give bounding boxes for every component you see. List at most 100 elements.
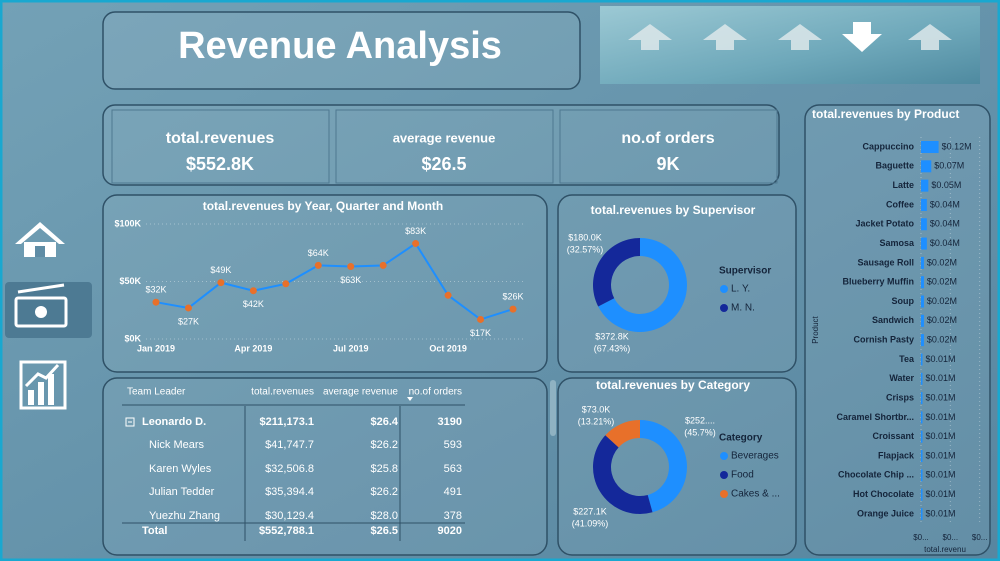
x-axis-label: total.revenu: [924, 545, 966, 554]
y-tick-label: Tea: [899, 354, 915, 364]
chart-title: total.revenues by Category: [596, 378, 750, 392]
legend-label: Beverages: [731, 451, 779, 462]
data-label: $227.1K: [573, 506, 607, 516]
data-label: $0.01M: [925, 508, 955, 518]
data-label: $0.04M: [930, 238, 960, 248]
data-label: $0.07M: [934, 161, 964, 171]
line-marker: [314, 261, 322, 269]
bar: [921, 218, 927, 231]
table-cell: $41,747.7: [265, 439, 314, 451]
header-arrow: [778, 24, 822, 50]
line: [155, 242, 514, 321]
x-tick-label: Apr 2019: [234, 343, 272, 353]
bar: [921, 430, 923, 443]
data-label: $64K: [308, 248, 329, 258]
bar: [921, 295, 924, 308]
donut-slice: [592, 435, 653, 514]
legend-title: Category: [719, 433, 763, 444]
table-cell: $32,506.8: [265, 463, 314, 475]
table-cell: $25.8: [370, 463, 398, 475]
bar: [921, 276, 924, 289]
donut-slice: [598, 238, 687, 332]
data-label-percent: (13.21%): [578, 416, 615, 426]
panel: [102, 104, 780, 186]
data-label: $0.01M: [925, 431, 955, 441]
page-title: Revenue Analysis: [178, 25, 502, 67]
table-header: average revenue: [323, 387, 398, 398]
legend-label: Food: [731, 470, 754, 481]
x-tick-label: Jan 2019: [137, 343, 175, 353]
legend-marker: [720, 452, 728, 460]
table-cell: Julian Tedder: [149, 486, 215, 498]
line-marker: [249, 287, 257, 295]
line-marker: [509, 305, 517, 313]
y-tick-label: Samosa: [879, 238, 915, 248]
line-marker: [217, 279, 225, 287]
table-cell: $28.0: [370, 510, 398, 522]
table-cell: $211,173.1: [260, 416, 314, 428]
bar: [921, 334, 924, 347]
data-label: $32K: [145, 285, 166, 295]
data-label: $0.01M: [925, 489, 955, 499]
x-tick-label: $0...: [943, 533, 959, 542]
data-label: $49K: [210, 265, 231, 275]
x-tick-label: Oct 2019: [429, 343, 467, 353]
table-cell: 491: [444, 486, 462, 498]
table-total: $552,788.1: [259, 525, 314, 537]
nav-report[interactable]: [19, 360, 67, 410]
scrollbar[interactable]: [550, 380, 556, 436]
bar: [921, 508, 923, 520]
nav-revenue[interactable]: [5, 282, 92, 338]
line-marker: [379, 261, 387, 269]
line-marker: [184, 304, 192, 312]
y-tick-label: Sandwich: [872, 315, 914, 325]
sort-indicator: [407, 397, 413, 401]
table-total: $26.5: [370, 525, 398, 537]
line-marker: [347, 263, 355, 271]
nav-home[interactable]: [15, 222, 65, 257]
y-tick-label: Baguette: [875, 161, 914, 171]
legend-marker: [720, 471, 728, 479]
data-label: $73.0K: [582, 404, 611, 414]
data-label: $0.12M: [942, 141, 972, 151]
line-marker: [477, 315, 485, 323]
y-tick-label: Flapjack: [878, 450, 915, 460]
chart-title: total.revenues by Year, Quarter and Mont…: [203, 199, 444, 213]
bar: [921, 488, 923, 501]
kpi-label: average revenue: [393, 130, 496, 145]
table-cell: 3190: [438, 416, 462, 428]
table-cell: $26.4: [370, 416, 398, 428]
table-cell: Leonardo D.: [142, 416, 206, 428]
header-arrow: [908, 24, 952, 50]
table-cell: $26.2: [370, 486, 398, 498]
y-tick-label: $100K: [114, 218, 141, 228]
y-tick-label: Sausage Roll: [857, 257, 914, 267]
data-label-percent: (45.7%): [684, 427, 716, 437]
bar: [921, 411, 923, 424]
collapse-icon: [125, 417, 135, 427]
table-cell: 563: [444, 463, 462, 475]
data-label: $252....: [685, 415, 715, 425]
table-header: Team Leader: [127, 387, 186, 398]
data-label: $0.01M: [925, 470, 955, 480]
data-label: $17K: [470, 328, 491, 338]
kpi-label: total.revenues: [166, 130, 275, 147]
kpi-value: $26.5: [421, 154, 466, 174]
y-tick-label: Hot Chocolate: [853, 489, 914, 499]
bar: [921, 353, 923, 366]
legend-title: Supervisor: [719, 266, 771, 277]
y-tick-label: $50K: [119, 276, 141, 286]
table-cell: $26.2: [370, 439, 398, 451]
x-tick-label: Jul 2019: [333, 343, 369, 353]
bar: [921, 256, 924, 269]
header-image: [600, 6, 980, 84]
data-label: $0.01M: [925, 392, 955, 402]
data-label: $0.01M: [925, 412, 955, 422]
y-tick-label: Latte: [892, 180, 914, 190]
kpi-card: [559, 109, 778, 184]
y-tick-label: Caramel Shortbr...: [836, 412, 914, 422]
data-label: $0.04M: [930, 199, 960, 209]
kpi-value: $552.8K: [186, 154, 254, 174]
kpi-label: no.of orders: [621, 130, 714, 147]
donut-slice: [592, 238, 640, 307]
